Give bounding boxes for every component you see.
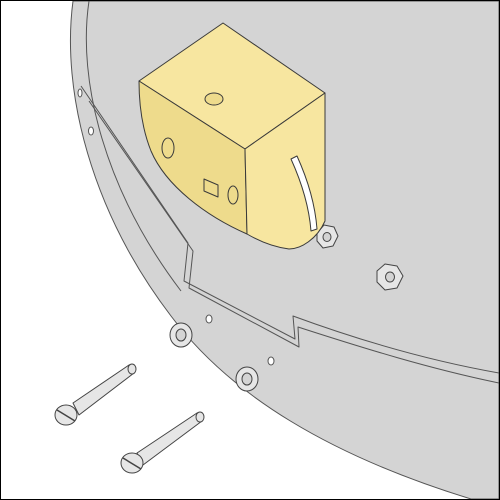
hex-nut (316, 224, 339, 249)
washer (235, 366, 259, 392)
plate-edge-line (85, 1, 182, 292)
block-notch (203, 178, 219, 198)
screw (120, 411, 205, 474)
plate-hole (88, 126, 94, 136)
block-side-hole (227, 185, 239, 205)
block-left-face (138, 80, 248, 235)
screw (54, 363, 137, 426)
block-top-hole (204, 92, 224, 106)
plate-hole (205, 314, 213, 324)
mounting-block (138, 22, 326, 250)
hex-nut (376, 263, 404, 291)
plate-hole (267, 356, 275, 366)
plate-seam-inner (88, 100, 499, 384)
block-side-hole (161, 137, 175, 159)
block-right-face (244, 92, 326, 250)
plate-seam (80, 85, 499, 374)
washer (169, 322, 193, 348)
plate-hole (77, 88, 83, 98)
block-slot (290, 155, 318, 232)
